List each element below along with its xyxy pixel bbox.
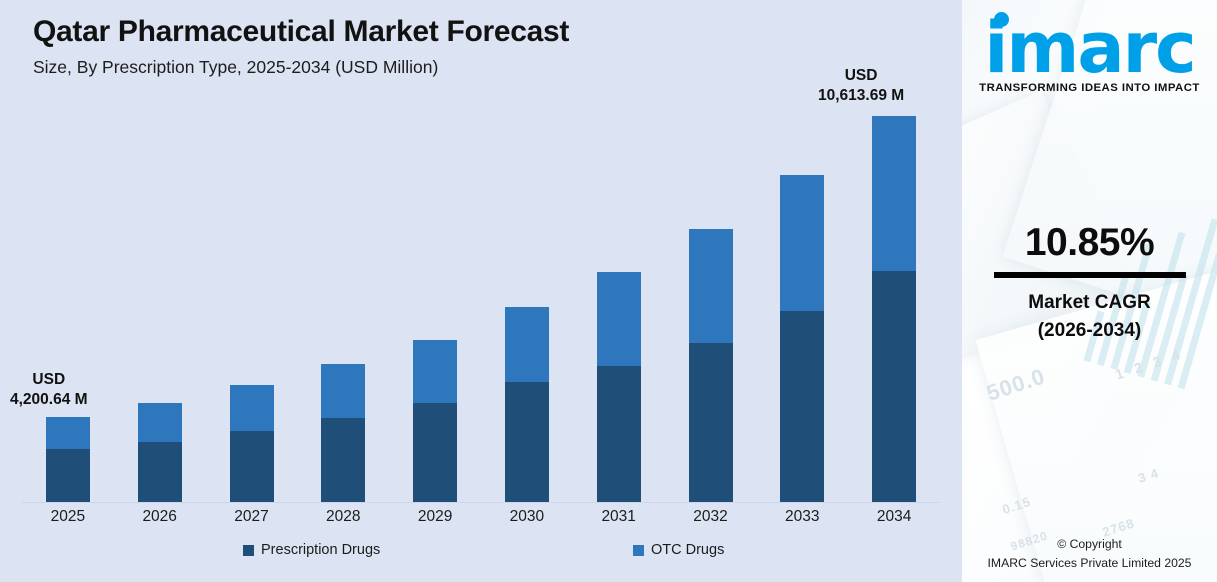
value-callout-2025: USD 4,200.64 M <box>10 370 88 411</box>
page-title: Qatar Pharmaceutical Market Forecast <box>33 15 570 48</box>
bar-2030[interactable] <box>504 307 549 502</box>
bar-segment-otc-2029[interactable] <box>413 340 458 403</box>
legend-label-otc: OTC Drugs <box>651 542 725 558</box>
bar-2025[interactable] <box>45 417 90 502</box>
legend-item-prescription[interactable]: Prescription Drugs <box>243 542 380 558</box>
imarc-wordmark-text: imarc <box>984 7 1196 89</box>
cagr-period: (2026-2034) <box>1037 319 1142 341</box>
bar-segment-otc-2034[interactable] <box>872 116 917 271</box>
title-block: Qatar Pharmaceutical Market Forecast Siz… <box>33 14 913 78</box>
imarc-tagline: TRANSFORMING IDEAS INTO IMPACT <box>979 82 1200 95</box>
brand-background: 500.0 1 2 3 4 0.15 2768 3 4 98820 <box>962 0 1217 582</box>
axis-baseline <box>22 502 940 503</box>
imarc-wordmark: imarc <box>984 12 1197 83</box>
copyright-block: © Copyright IMARC Services Private Limit… <box>962 535 1217 572</box>
x-axis-tick-2028: 2028 <box>326 508 361 525</box>
copyright-line-2: IMARC Services Private Limited 2025 <box>987 555 1192 570</box>
bar-2031[interactable] <box>596 272 641 502</box>
x-axis-tick-2033: 2033 <box>785 508 820 525</box>
bar-segment-prescription-2032[interactable] <box>688 343 733 502</box>
bar-segment-otc-2026[interactable] <box>137 403 182 442</box>
legend-swatch-icon-prescription <box>243 544 254 556</box>
bar-segment-otc-2032[interactable] <box>688 229 733 343</box>
bar-2026[interactable] <box>137 403 182 502</box>
logo-dot-icon <box>994 12 1010 27</box>
bar-2029[interactable] <box>413 340 458 502</box>
x-axis-tick-2026: 2026 <box>142 508 177 525</box>
legend-label-prescription: Prescription Drugs <box>261 542 381 558</box>
bar-segment-prescription-2034[interactable] <box>872 271 917 502</box>
bar-segment-otc-2027[interactable] <box>229 385 274 431</box>
legend-swatch-icon-otc <box>633 544 644 556</box>
x-axis-labels: 2025 2026 2027 2028 2029 2030 2031 2032 2033 2034 <box>22 508 940 536</box>
cagr-value: 10.85% <box>1024 221 1155 264</box>
bar-segment-otc-2025[interactable] <box>45 417 90 449</box>
chart-legend: Prescription Drugs OTC Drugs <box>0 542 962 566</box>
cagr-block: 10.85% Market CAGR (2026-2034) <box>962 222 1217 344</box>
page-subtitle: Size, By Prescription Type, 2025-2034 (U… <box>33 56 439 77</box>
bar-2032[interactable] <box>688 229 733 502</box>
chart-panel: Qatar Pharmaceutical Market Forecast Siz… <box>0 14 962 566</box>
x-axis-tick-2027: 2027 <box>234 508 269 525</box>
x-axis-tick-2034: 2034 <box>876 508 912 525</box>
x-axis-tick-2030: 2030 <box>509 508 545 525</box>
value-callout-2025-unit: USD <box>32 371 66 388</box>
brand-content: imarc TRANSFORMING IDEAS INTO IMPACT 10.… <box>962 0 1217 582</box>
value-callout-2034-unit: USD <box>844 67 878 84</box>
bar-segment-prescription-2026[interactable] <box>137 442 182 502</box>
bar-segment-prescription-2033[interactable] <box>780 311 825 502</box>
imarc-logo: imarc TRANSFORMING IDEAS INTO IMPACT <box>962 12 1217 95</box>
bar-segment-otc-2033[interactable] <box>780 175 825 311</box>
bar-segment-prescription-2028[interactable] <box>321 418 366 502</box>
x-axis-tick-2029: 2029 <box>417 508 453 525</box>
bar-2034[interactable] <box>872 116 917 502</box>
brand-panel: 500.0 1 2 3 4 0.15 2768 3 4 98820 imarc … <box>962 0 1217 582</box>
value-callout-2034-value: 10,613.69 M <box>818 87 905 105</box>
cagr-label: Market CAGR <box>1028 292 1151 314</box>
x-axis-tick-2025: 2025 <box>50 508 86 525</box>
x-axis-tick-2032: 2032 <box>693 508 728 525</box>
bar-segment-otc-2028[interactable] <box>321 364 366 418</box>
bar-2033[interactable] <box>780 175 825 502</box>
value-callout-2034: USD 10,613.69 M <box>818 66 904 107</box>
bar-2027[interactable] <box>229 385 274 502</box>
bar-segment-prescription-2025[interactable] <box>45 449 90 502</box>
copyright-line-1: © Copyright <box>1057 537 1122 552</box>
bar-segment-otc-2030[interactable] <box>504 307 549 382</box>
bar-segment-prescription-2027[interactable] <box>229 431 274 502</box>
x-axis-tick-2031: 2031 <box>601 508 636 525</box>
cagr-divider <box>993 272 1186 279</box>
bar-segment-prescription-2030[interactable] <box>504 382 549 502</box>
plot-area <box>22 100 940 504</box>
bar-segment-prescription-2029[interactable] <box>413 403 458 502</box>
bar-segment-otc-2031[interactable] <box>596 272 641 366</box>
bar-segment-prescription-2031[interactable] <box>596 366 641 502</box>
bars-layer <box>22 100 940 503</box>
legend-item-otc[interactable]: OTC Drugs <box>633 542 724 558</box>
value-callout-2025-value: 4,200.64 M <box>10 391 88 409</box>
bar-2028[interactable] <box>321 364 366 502</box>
